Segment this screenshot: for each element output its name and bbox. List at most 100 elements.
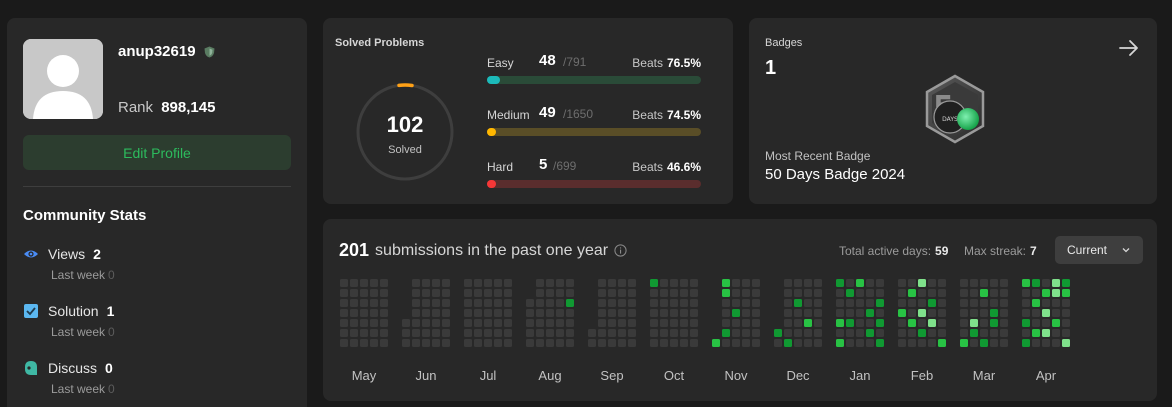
heatmap-day-cell[interactable]: [432, 319, 440, 327]
heatmap-day-cell[interactable]: [504, 279, 512, 287]
heatmap-day-cell[interactable]: [722, 319, 730, 327]
arrow-right-icon[interactable]: [1117, 36, 1141, 60]
heatmap-day-cell[interactable]: [846, 339, 854, 347]
heatmap-day-cell[interactable]: [1042, 309, 1050, 317]
heatmap-day-cell[interactable]: [1032, 319, 1040, 327]
heatmap-day-cell[interactable]: [628, 319, 636, 327]
heatmap-day-cell[interactable]: [412, 329, 420, 337]
heatmap-day-cell[interactable]: [628, 299, 636, 307]
heatmap-day-cell[interactable]: [370, 279, 378, 287]
heatmap-day-cell[interactable]: [660, 299, 668, 307]
heatmap-day-cell[interactable]: [876, 289, 884, 297]
heatmap-day-cell[interactable]: [360, 319, 368, 327]
heatmap-day-cell[interactable]: [690, 329, 698, 337]
heatmap-day-cell[interactable]: [970, 309, 978, 317]
heatmap-day-cell[interactable]: [1032, 299, 1040, 307]
heatmap-day-cell[interactable]: [836, 319, 844, 327]
heatmap-day-cell[interactable]: [814, 319, 822, 327]
heatmap-day-cell[interactable]: [836, 289, 844, 297]
heatmap-day-cell[interactable]: [350, 339, 358, 347]
heatmap-day-cell[interactable]: [928, 309, 936, 317]
heatmap-day-cell[interactable]: [960, 279, 968, 287]
heatmap-day-cell[interactable]: [970, 339, 978, 347]
heatmap-day-cell[interactable]: [908, 279, 916, 287]
heatmap-day-cell[interactable]: [732, 339, 740, 347]
heatmap-day-cell[interactable]: [650, 309, 658, 317]
heatmap-day-cell[interactable]: [928, 319, 936, 327]
heatmap-day-cell[interactable]: [938, 339, 946, 347]
heatmap-day-cell[interactable]: [566, 289, 574, 297]
heatmap-day-cell[interactable]: [814, 299, 822, 307]
heatmap-day-cell[interactable]: [370, 319, 378, 327]
heatmap-day-cell[interactable]: [722, 339, 730, 347]
heatmap-day-cell[interactable]: [618, 289, 626, 297]
heatmap-day-cell[interactable]: [690, 339, 698, 347]
heatmap-day-cell[interactable]: [960, 309, 968, 317]
heatmap-day-cell[interactable]: [774, 339, 782, 347]
heatmap-day-cell[interactable]: [628, 339, 636, 347]
heatmap-day-cell[interactable]: [980, 279, 988, 287]
heatmap-day-cell[interactable]: [898, 299, 906, 307]
heatmap-day-cell[interactable]: [536, 309, 544, 317]
heatmap-day-cell[interactable]: [350, 289, 358, 297]
heatmap-day-cell[interactable]: [990, 339, 998, 347]
heatmap-day-cell[interactable]: [804, 299, 812, 307]
heatmap-day-cell[interactable]: [938, 309, 946, 317]
heatmap-day-cell[interactable]: [442, 309, 450, 317]
heatmap-day-cell[interactable]: [556, 299, 564, 307]
heatmap-day-cell[interactable]: [1062, 309, 1070, 317]
heatmap-day-cell[interactable]: [866, 319, 874, 327]
heatmap-day-cell[interactable]: [422, 299, 430, 307]
heatmap-day-cell[interactable]: [804, 329, 812, 337]
avatar[interactable]: [23, 39, 103, 119]
50-days-badge-icon[interactable]: 5 DAYS: [919, 73, 991, 145]
heatmap-day-cell[interactable]: [1032, 279, 1040, 287]
heatmap-day-cell[interactable]: [836, 339, 844, 347]
heatmap-day-cell[interactable]: [794, 279, 802, 287]
heatmap-day-cell[interactable]: [752, 319, 760, 327]
heatmap-day-cell[interactable]: [422, 339, 430, 347]
heatmap-day-cell[interactable]: [680, 279, 688, 287]
heatmap-day-cell[interactable]: [1062, 319, 1070, 327]
heatmap-day-cell[interactable]: [1062, 339, 1070, 347]
heatmap-day-cell[interactable]: [918, 299, 926, 307]
heatmap-day-cell[interactable]: [598, 289, 606, 297]
heatmap-day-cell[interactable]: [464, 329, 472, 337]
heatmap-day-cell[interactable]: [876, 309, 884, 317]
heatmap-day-cell[interactable]: [1042, 299, 1050, 307]
heatmap-day-cell[interactable]: [660, 319, 668, 327]
heatmap-day-cell[interactable]: [402, 319, 410, 327]
heatmap-day-cell[interactable]: [380, 319, 388, 327]
heatmap-day-cell[interactable]: [380, 329, 388, 337]
heatmap-day-cell[interactable]: [732, 329, 740, 337]
heatmap-day-cell[interactable]: [846, 329, 854, 337]
heatmap-day-cell[interactable]: [526, 339, 534, 347]
heatmap-day-cell[interactable]: [690, 309, 698, 317]
heatmap-day-cell[interactable]: [970, 289, 978, 297]
heatmap-day-cell[interactable]: [1022, 279, 1030, 287]
heatmap-day-cell[interactable]: [412, 339, 420, 347]
heatmap-day-cell[interactable]: [566, 339, 574, 347]
heatmap-day-cell[interactable]: [526, 299, 534, 307]
heatmap-day-cell[interactable]: [402, 329, 410, 337]
heatmap-day-cell[interactable]: [380, 339, 388, 347]
heatmap-day-cell[interactable]: [1000, 329, 1008, 337]
heatmap-day-cell[interactable]: [980, 289, 988, 297]
heatmap-day-cell[interactable]: [422, 309, 430, 317]
heatmap-day-cell[interactable]: [1022, 339, 1030, 347]
heatmap-day-cell[interactable]: [990, 289, 998, 297]
heatmap-day-cell[interactable]: [784, 309, 792, 317]
heatmap-day-cell[interactable]: [980, 309, 988, 317]
heatmap-day-cell[interactable]: [618, 309, 626, 317]
heatmap-day-cell[interactable]: [566, 319, 574, 327]
heatmap-day-cell[interactable]: [742, 299, 750, 307]
heatmap-day-cell[interactable]: [722, 329, 730, 337]
heatmap-day-cell[interactable]: [784, 319, 792, 327]
heatmap-day-cell[interactable]: [464, 299, 472, 307]
heatmap-day-cell[interactable]: [752, 309, 760, 317]
heatmap-day-cell[interactable]: [680, 309, 688, 317]
heatmap-day-cell[interactable]: [1032, 289, 1040, 297]
difficulty-easy[interactable]: Easy 48 /791 Beats 76.5%: [487, 52, 701, 84]
heatmap-day-cell[interactable]: [732, 289, 740, 297]
heatmap-day-cell[interactable]: [432, 339, 440, 347]
